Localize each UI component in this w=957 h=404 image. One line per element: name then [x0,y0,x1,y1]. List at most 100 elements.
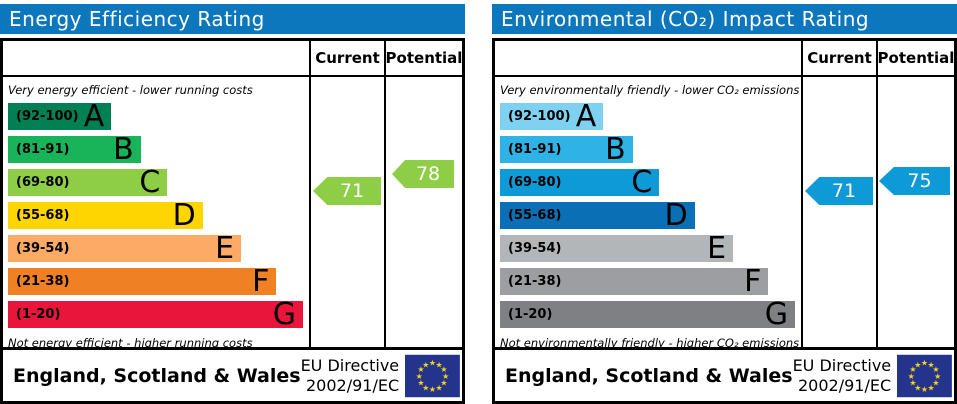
panel-title: Environmental (CO₂) Impact Rating [501,7,870,31]
band-range: (92-100) [508,109,571,124]
band-row-c: (69-80) C [500,168,795,198]
rating-table: Current Potential Very energy efficient … [0,38,465,350]
band-row-a: (92-100) A [8,99,303,134]
region-label: England, Scotland & Wales [13,364,301,387]
band-letter: B [605,132,626,167]
current-column: 71 [801,77,876,347]
band-column-header [3,41,309,75]
band-range: (55-68) [508,208,562,223]
potential-column: 75 [876,77,954,347]
band-bar: (92-100) A [8,99,112,134]
table-body: Very environmentally friendly - lower CO… [495,77,954,350]
energy-efficiency-panel: Energy Efficiency Rating Current Potenti… [0,4,465,404]
star-icon: ★ [914,360,921,369]
band-row-e: (39-54) E [500,231,795,266]
star-icon: ★ [416,371,423,380]
eu-directive-line1: EU Directive [300,355,400,375]
panel-title: Energy Efficiency Rating [9,7,265,31]
band-range: (21-38) [508,274,562,289]
band-range: (39-54) [508,241,562,256]
band-range: (69-80) [508,175,562,190]
region-label: England, Scotland & Wales [505,364,793,387]
band-letter: G [764,297,788,332]
band-row-c: (69-80) C [8,165,303,200]
band-bar: (1-20) G [8,297,303,332]
star-icon: ★ [442,371,449,380]
band-row-e: (39-54) E [8,231,303,266]
current-column: 71 [309,77,384,347]
band-bar: (55-68) D [8,198,203,233]
current-rating-arrow: 71 [805,177,873,205]
band-range: (39-54) [16,241,70,256]
band-list: (92-100) A (81-91) B (69-80) C (55-68) D (39-54)… [500,102,795,334]
band-row-a: (92-100) A [500,102,795,132]
footer: England, Scotland & Wales EU Directive 2… [492,347,957,404]
band-row-b: (81-91) B [8,132,303,167]
band-bar: (69-80) C [8,165,168,200]
band-bar: (39-54) E [8,231,242,266]
star-icon: ★ [441,378,448,387]
band-range: (81-91) [508,142,562,157]
band-row-f: (21-38) F [8,264,303,299]
band-letter: D [172,198,196,233]
current-rating-value: 71 [339,180,365,202]
band-letter: F [252,264,270,299]
star-icon: ★ [436,383,443,392]
band-row-d: (55-68) D [8,198,303,233]
star-icon: ★ [436,360,443,369]
band-letter: E [707,231,727,266]
current-rating-arrow: 71 [313,177,381,205]
band-range: (1-20) [508,307,553,322]
table-body: Very energy efficient - lower running co… [3,77,462,350]
band-range: (69-80) [16,175,70,190]
current-column-header: Current [309,41,384,75]
environmental-impact-panel: Environmental (CO₂) Impact Rating Curren… [492,4,957,404]
eu-directive-line1: EU Directive [792,355,892,375]
band-row-b: (81-91) B [500,132,795,167]
eu-directive-text: EU Directive 2002/91/EC [301,356,400,395]
panel-title-bar: Energy Efficiency Rating [0,4,465,34]
star-icon: ★ [921,358,928,367]
rating-table: Current Potential Very environmentally f… [492,38,957,350]
band-row-f: (21-38) F [500,264,795,299]
table-header-row: Current Potential [3,41,462,77]
band-bar: (39-54) E [500,231,734,266]
band-bar: (21-38) F [500,264,769,299]
panel-title-bar: Environmental (CO₂) Impact Rating [492,4,957,34]
band-letter: B [113,132,134,167]
star-icon: ★ [441,365,448,374]
current-rating-value: 71 [831,180,857,202]
eu-directive-line2: 2002/91/EC [798,375,892,395]
band-letter: E [215,231,235,266]
band-row-g: (1-20) G [500,297,795,332]
eu-flag-icon: ★ ★★★★★★★★★★★ [897,354,952,397]
star-icon: ★ [934,371,941,380]
band-area: Very environmentally friendly - lower CO… [495,77,801,350]
bottom-note: Not environmentally friendly - higher CO… [500,336,800,350]
band-bar: (55-68) D [500,201,695,231]
star-icon: ★ [417,378,424,387]
star-icon: ★ [928,360,935,369]
band-bar: (81-91) B [500,132,633,167]
star-icon: ★ [417,365,424,374]
band-letter: F [744,264,762,299]
potential-rating-value: 75 [907,170,932,192]
band-range: (92-100) [16,109,79,124]
bottom-note: Not energy efficient - higher running co… [8,336,253,350]
band-range: (55-68) [16,208,70,223]
eu-directive-text: EU Directive 2002/91/EC [793,356,892,395]
footer: England, Scotland & Wales EU Directive 2… [0,347,465,404]
eu-directive-line2: 2002/91/EC [306,375,400,395]
band-area: Very energy efficient - lower running co… [3,77,309,350]
potential-column: 78 [384,77,462,347]
band-letter: C [139,165,161,200]
band-letter: A [83,99,105,134]
band-range: (1-20) [16,307,61,322]
potential-column-header: Potential [384,41,462,75]
band-bar: (1-20) G [500,297,795,332]
star-icon: ★ [909,365,916,374]
band-letter: G [272,297,296,332]
potential-column-header: Potential [876,41,954,75]
band-bar: (92-100) A [500,102,604,132]
